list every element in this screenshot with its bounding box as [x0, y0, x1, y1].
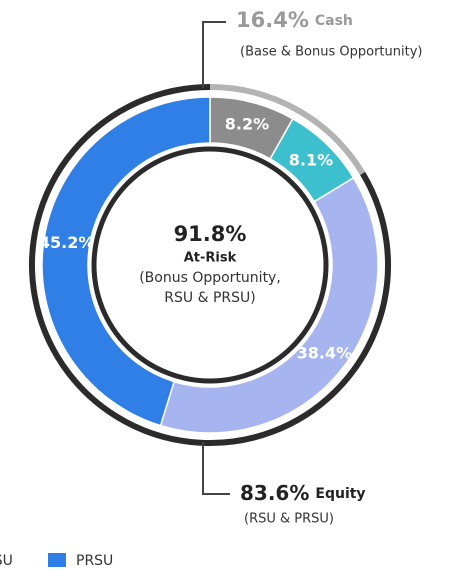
- center-line: RSU & PRSU): [164, 290, 255, 306]
- annotation-title: 16.4% Cash: [236, 8, 353, 32]
- center-title: At-Risk: [184, 251, 237, 266]
- center-value: 91.8%: [174, 222, 247, 246]
- outer-ring-arc: [209, 84, 366, 175]
- slice-label: 8.1%: [289, 150, 333, 169]
- annotation-value: 83.6%: [240, 481, 309, 505]
- annotation-value: 16.4%: [236, 8, 309, 32]
- outer-ring-arc: [29, 84, 391, 446]
- bracket: [202, 21, 226, 88]
- center-line: (Bonus Opportunity,: [139, 270, 281, 286]
- slice: [159, 176, 379, 434]
- inner-ring: [91, 146, 329, 384]
- slice-label: 45.2%: [39, 233, 95, 252]
- slice-label: 8.2%: [225, 114, 269, 133]
- legend-swatch: [48, 553, 66, 567]
- slice: [41, 96, 211, 427]
- annotation-title: 83.6% Equity: [240, 481, 366, 505]
- slice-label: 38.4%: [297, 344, 353, 363]
- annotation-sublabel: (RSU & PRSU): [244, 512, 334, 527]
- legend-label: RSU: [0, 553, 13, 569]
- annotation-label: Equity: [315, 486, 365, 502]
- annotation-label: Cash: [315, 13, 353, 29]
- bracket: [202, 442, 230, 495]
- legend-label: PRSU: [76, 553, 113, 569]
- annotation-sublabel: (Base & Bonus Opportunity): [240, 45, 422, 60]
